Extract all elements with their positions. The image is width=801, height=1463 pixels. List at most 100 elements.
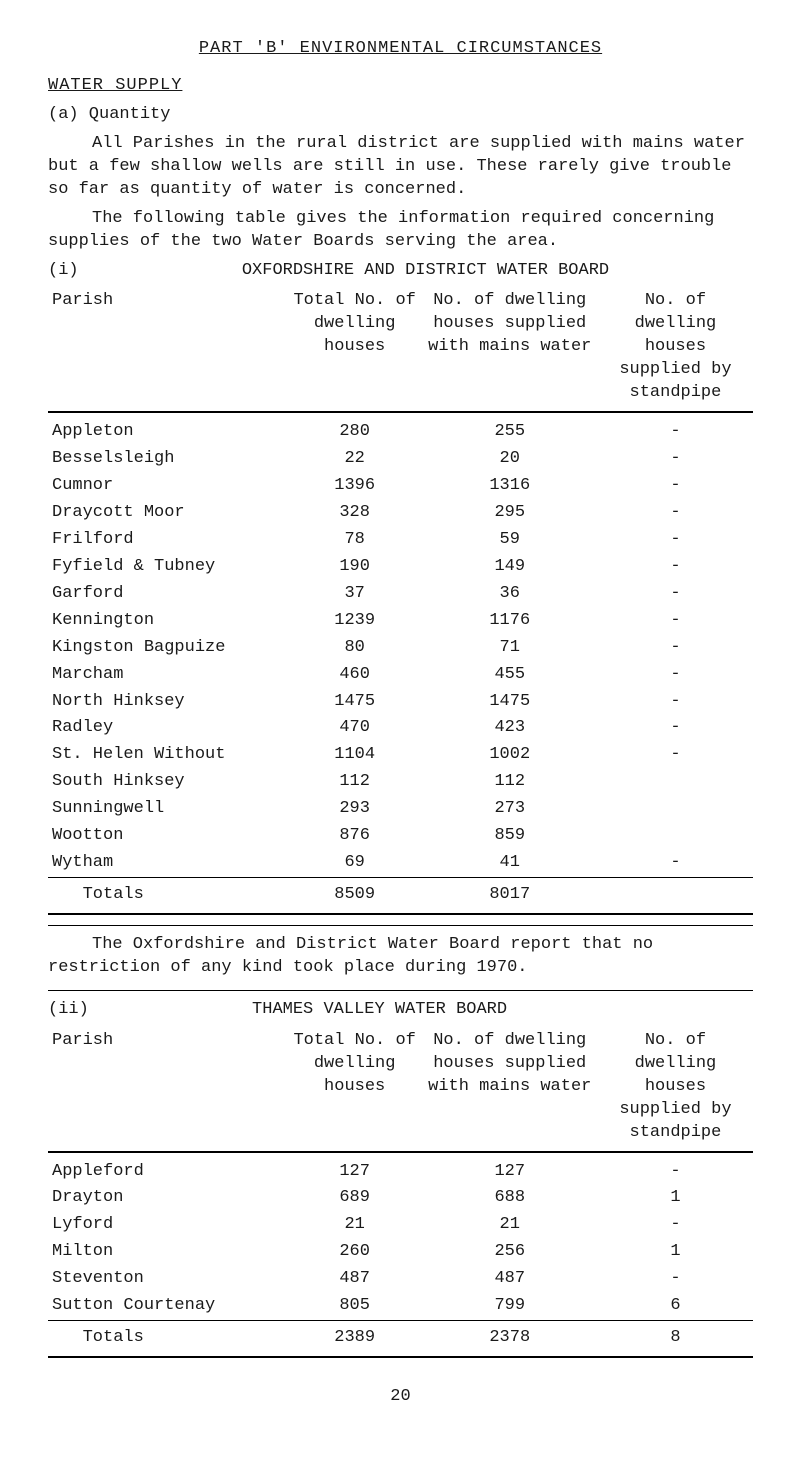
cell-total: 8509	[288, 878, 422, 914]
cell-parish: Kennington	[48, 608, 288, 635]
cell-parish: Marcham	[48, 662, 288, 689]
para-1: All Parishes in the rural district are s…	[48, 133, 753, 202]
cell-standpipe: -	[598, 473, 753, 500]
table-row: Appleton280255-	[48, 412, 753, 446]
cell-parish: Steventon	[48, 1266, 288, 1293]
cell-mains: 2378	[422, 1321, 598, 1357]
table-row: Sunningwell293273	[48, 796, 753, 823]
table-row: Garford3736-	[48, 581, 753, 608]
cell-parish: Besselsleigh	[48, 446, 288, 473]
table2-label: (ii)	[48, 1000, 89, 1019]
cell-parish: South Hinksey	[48, 769, 288, 796]
cell-mains: 71	[422, 635, 598, 662]
cell-standpipe	[598, 769, 753, 796]
cell-total: 280	[288, 412, 422, 446]
table-row: Steventon487487-	[48, 1266, 753, 1293]
cell-parish: Radley	[48, 715, 288, 742]
cell-total: 805	[288, 1293, 422, 1320]
cell-total: 190	[288, 554, 422, 581]
table1-heading: (i) OXFORDSHIRE AND DISTRICT WATER BOARD	[48, 260, 753, 283]
table-row-totals: Totals238923788	[48, 1321, 753, 1357]
table-row: Wytham6941-	[48, 850, 753, 877]
table-row: Frilford7859-	[48, 527, 753, 554]
table-thames: Parish Total No. of dwelling houses No. …	[48, 1028, 753, 1358]
cell-mains: 149	[422, 554, 598, 581]
cell-standpipe: -	[598, 608, 753, 635]
cell-mains: 455	[422, 662, 598, 689]
cell-mains: 20	[422, 446, 598, 473]
cell-total: 260	[288, 1239, 422, 1266]
col-mains: No. of dwelling houses supplied with mai…	[422, 1028, 598, 1152]
cell-standpipe: 1	[598, 1239, 753, 1266]
table-oxfordshire: Parish Total No. of dwelling houses No. …	[48, 288, 753, 915]
cell-total: 127	[288, 1152, 422, 1186]
cell-total: 21	[288, 1212, 422, 1239]
cell-mains: 256	[422, 1239, 598, 1266]
section-heading: WATER SUPPLY	[48, 75, 753, 98]
cell-total: 470	[288, 715, 422, 742]
cell-standpipe	[598, 796, 753, 823]
cell-standpipe: -	[598, 635, 753, 662]
cell-parish: Cumnor	[48, 473, 288, 500]
cell-standpipe: -	[598, 689, 753, 716]
table-row: Radley470423-	[48, 715, 753, 742]
cell-mains: 688	[422, 1185, 598, 1212]
page-number: 20	[48, 1386, 753, 1409]
cell-mains: 127	[422, 1152, 598, 1186]
cell-standpipe: -	[598, 554, 753, 581]
cell-total: 112	[288, 769, 422, 796]
cell-standpipe: -	[598, 412, 753, 446]
part-heading: PART 'B' ENVIRONMENTAL CIRCUMSTANCES	[48, 38, 753, 61]
cell-standpipe: 1	[598, 1185, 753, 1212]
cell-total: 487	[288, 1266, 422, 1293]
cell-total: 1239	[288, 608, 422, 635]
cell-parish: Wytham	[48, 850, 288, 877]
cell-mains: 8017	[422, 878, 598, 914]
cell-mains: 59	[422, 527, 598, 554]
cell-total: 80	[288, 635, 422, 662]
cell-mains: 41	[422, 850, 598, 877]
cell-mains: 295	[422, 500, 598, 527]
cell-parish: Appleton	[48, 412, 288, 446]
col-total: Total No. of dwelling houses	[288, 1028, 422, 1152]
cell-parish: St. Helen Without	[48, 742, 288, 769]
cell-total: 69	[288, 850, 422, 877]
table2-heading: (ii) THAMES VALLEY WATER BOARD	[48, 999, 753, 1022]
table-row: Kingston Bagpuize8071-	[48, 635, 753, 662]
table-row: Marcham460455-	[48, 662, 753, 689]
table-row: North Hinksey14751475-	[48, 689, 753, 716]
cell-parish: Sunningwell	[48, 796, 288, 823]
table-row: Wootton876859	[48, 823, 753, 850]
table-row-totals: Totals85098017	[48, 878, 753, 914]
cell-parish: Kingston Bagpuize	[48, 635, 288, 662]
table-row: Besselsleigh2220-	[48, 446, 753, 473]
table-row: Fyfield & Tubney190149-	[48, 554, 753, 581]
cell-total: 1475	[288, 689, 422, 716]
cell-mains: 1475	[422, 689, 598, 716]
cell-parish: Garford	[48, 581, 288, 608]
table-row: St. Helen Without11041002-	[48, 742, 753, 769]
cell-standpipe	[598, 823, 753, 850]
cell-total: 22	[288, 446, 422, 473]
cell-standpipe: -	[598, 850, 753, 877]
col-parish: Parish	[48, 288, 288, 412]
cell-mains: 1316	[422, 473, 598, 500]
cell-parish: Appleford	[48, 1152, 288, 1186]
col-parish: Parish	[48, 1028, 288, 1152]
cell-parish: Wootton	[48, 823, 288, 850]
cell-mains: 21	[422, 1212, 598, 1239]
table-row: Lyford2121-	[48, 1212, 753, 1239]
cell-standpipe: -	[598, 527, 753, 554]
cell-total: 293	[288, 796, 422, 823]
cell-standpipe: -	[598, 500, 753, 527]
cell-parish: Draycott Moor	[48, 500, 288, 527]
table-row: Draycott Moor328295-	[48, 500, 753, 527]
cell-total: 689	[288, 1185, 422, 1212]
cell-standpipe: 8	[598, 1321, 753, 1357]
cell-standpipe: -	[598, 1212, 753, 1239]
col-standpipe: No. of dwelling houses supplied by stand…	[598, 1028, 753, 1152]
cell-total: 460	[288, 662, 422, 689]
cell-mains: 859	[422, 823, 598, 850]
cell-total: 328	[288, 500, 422, 527]
cell-parish: Frilford	[48, 527, 288, 554]
